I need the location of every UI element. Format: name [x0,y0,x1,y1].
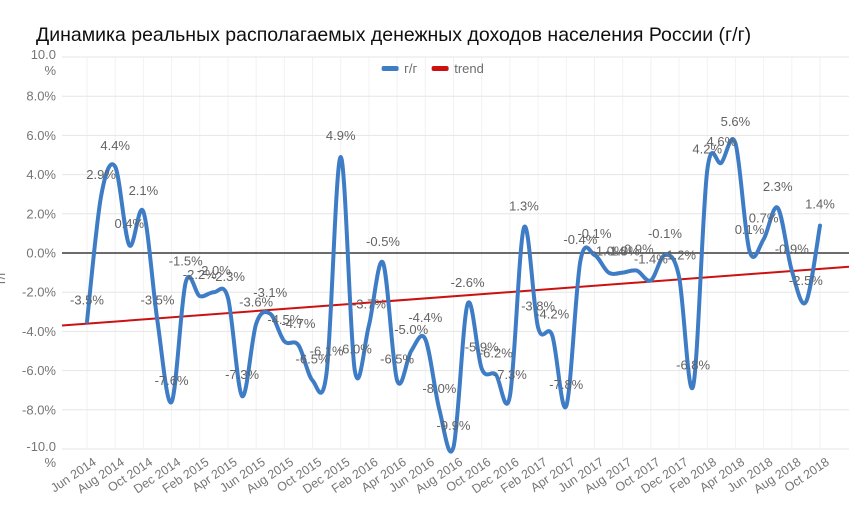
data-point-label: -7.3% [225,367,259,382]
chart-title: Динамика реальных располагаемых денежных… [36,24,752,46]
data-point-label: -3.5% [140,293,174,308]
legend-series-label: г/г [404,61,418,76]
data-point-label: -3.5% [70,293,104,308]
data-point-label: -1.5% [169,253,203,268]
data-point-label: -4.5% [267,312,301,327]
data-point-label: -1.2% [662,248,696,263]
data-point-label: -0.5% [366,234,400,249]
y-tick-label: -2.0% [22,285,56,300]
y-tick-label: -6.0% [22,363,56,378]
data-point-label: -0.4% [563,232,597,247]
data-point-label: -9.9% [437,418,471,433]
data-point-label: -2.2% [183,267,217,282]
y-tick-label: 2.0% [26,206,56,221]
data-point-label: -6.8% [676,357,710,372]
y-tick-label: -8.0% [22,402,56,417]
data-point-label: -1.0% [606,244,640,259]
data-point-label: -6.2% [479,346,513,361]
data-point-label: -1.0% [592,244,626,259]
data-point-label: -7.8% [549,377,583,392]
legend-item-series[interactable]: г/г [381,61,417,76]
data-point-label: -3.1% [253,285,287,300]
data-point-label: -3.6% [239,295,273,310]
data-point-label: -8.0% [422,381,456,396]
series-line[interactable] [85,137,822,454]
data-point-label: -0.1% [577,226,611,241]
data-point-label: -3.7% [352,297,386,312]
data-point-label: -2.5% [789,273,823,288]
data-point-label: -6.1% [310,344,344,359]
y-tick-label: -4.0% [22,324,56,339]
data-point-label: -7.3% [493,367,527,382]
data-point-label: 2.9% [86,167,116,182]
data-point-label: -0.1% [648,226,682,241]
trend-line-swatch [431,66,449,71]
data-point-label: 1.4% [805,197,835,212]
y-tick-label: 6.0% [26,128,56,143]
data-point-label: -4.2% [535,306,569,321]
data-point-label: -4.7% [281,316,315,331]
y-tick-label: 10.0% [31,47,57,78]
legend-item-trend[interactable]: trend [431,61,484,76]
series-line-swatch [381,66,399,71]
data-point-label: 4.6% [707,134,737,149]
data-point-label: -5.0% [394,322,428,337]
data-point-label: -6.5% [380,351,414,366]
data-point-label: -0.9% [620,242,654,257]
data-point-label: -7.6% [155,373,189,388]
data-point-label: -1.4% [634,251,668,266]
y-tick-label: 0.0% [26,246,56,261]
data-point-label: -6.0% [338,342,372,357]
y-tick-label: -10.0% [26,439,56,470]
data-point-label: -5.9% [465,340,499,355]
data-point-label: 0.7% [749,210,779,225]
y-tick-label: 8.0% [26,89,56,104]
data-point-label: -6.5% [296,351,330,366]
data-point-label: 4.4% [100,138,130,153]
data-point-label: -3.8% [521,298,555,313]
legend: г/г trend [381,61,484,76]
y-tick-label: 4.0% [26,167,56,182]
legend-trend-label: trend [454,61,484,76]
data-point-label: 5.6% [721,114,751,129]
data-point-label: -0.9% [775,242,809,257]
data-point-label: 4.2% [692,142,722,157]
data-point-label: 1.3% [509,199,539,214]
data-point-label: -2.0% [197,263,231,278]
data-point-label: -4.4% [408,310,442,325]
y-axis-title: г/г [0,270,9,285]
trend-line [61,265,850,327]
data-point-label: 0.4% [114,216,144,231]
data-point-label: -2.3% [211,269,245,284]
data-point-label: 2.3% [763,179,793,194]
data-point-label: 0.1% [735,222,765,237]
data-point-label: 2.1% [129,183,159,198]
data-point-label: -2.6% [451,275,485,290]
data-point-label: 4.9% [326,128,356,143]
